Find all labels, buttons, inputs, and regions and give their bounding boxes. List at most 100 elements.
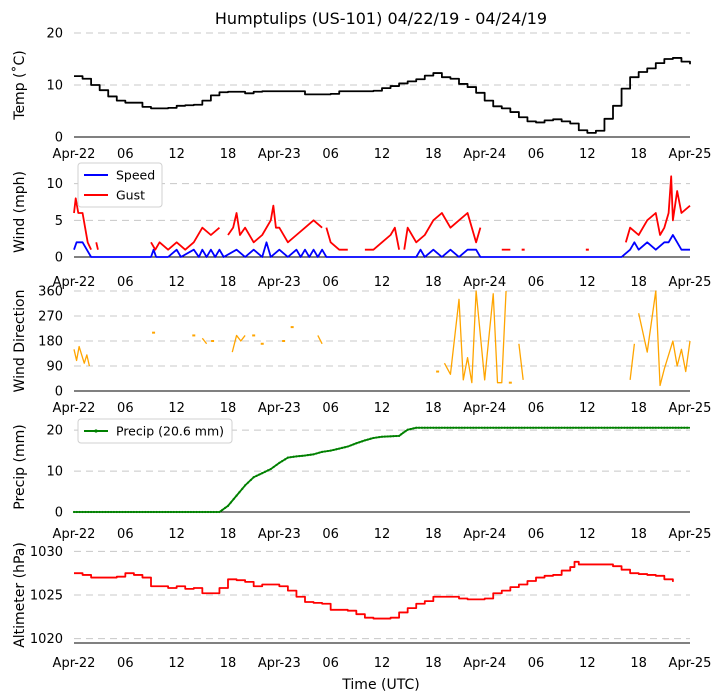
precip-marker: [460, 426, 463, 429]
precip-marker: [566, 426, 569, 429]
x-tick-label: 12: [579, 401, 596, 416]
precip-marker: [244, 484, 247, 487]
y-tick-label: 10: [46, 79, 63, 94]
precip-marker: [246, 481, 250, 484]
precip-marker: [569, 426, 572, 429]
precip-marker: [172, 510, 175, 514]
series-temp-line: [74, 57, 691, 134]
y-tick-label: 10: [46, 465, 63, 480]
x-tick-label: Apr-25: [669, 275, 712, 290]
precip-marker: [155, 510, 158, 514]
precip-marker: [75, 510, 78, 514]
legend-label: Gust: [116, 188, 145, 203]
precip-marker: [400, 433, 403, 436]
precip-marker: [674, 426, 677, 429]
precip-marker: [532, 426, 535, 429]
precip-marker: [409, 427, 412, 431]
precip-marker: [406, 428, 409, 431]
precip-marker: [309, 453, 312, 456]
precip-marker: [221, 508, 224, 512]
series-wind-direction-line: [231, 334, 246, 353]
legend: Speed Gust: [77, 162, 163, 208]
precip-marker: [175, 510, 178, 514]
precip-marker: [666, 426, 669, 429]
precip-marker: [646, 426, 649, 429]
panel-temperature: 0 10 20 Apr-22 06 12 18 Apr-23 06 12 18 Apr-24 06 12 1…: [11, 27, 711, 163]
x-tick-label: 06: [322, 275, 339, 290]
precip-marker: [586, 426, 589, 429]
y-axis-title: Wind (mph): [12, 171, 28, 253]
precip-marker: [340, 446, 344, 450]
precip-marker: [671, 426, 674, 429]
x-tick-label: 06: [322, 527, 339, 542]
precip-marker: [201, 510, 204, 514]
precip-marker: [420, 426, 424, 429]
precip-marker: [594, 426, 597, 429]
precip-marker: [475, 426, 478, 429]
precip-marker: [301, 454, 304, 457]
x-tick-label: 06: [117, 401, 134, 416]
precip-marker: [651, 426, 655, 429]
precip-marker: [557, 426, 560, 429]
precip-marker: [272, 465, 275, 469]
legend: Precip (20.6 mm): [77, 418, 233, 444]
precip-marker: [329, 449, 332, 452]
precip-marker: [112, 510, 116, 514]
precip-marker: [292, 455, 295, 458]
precip-marker: [195, 510, 198, 514]
precip-marker: [135, 510, 138, 514]
precip-marker: [129, 510, 133, 514]
x-tick-label: 12: [374, 656, 391, 671]
x-tick-label: 06: [528, 147, 545, 162]
precip-marker: [389, 435, 392, 438]
precip-marker: [289, 456, 292, 459]
x-tick-label: Apr-24: [463, 401, 506, 416]
precip-marker: [343, 446, 347, 449]
precip-marker: [514, 426, 518, 429]
precip-marker: [275, 463, 278, 467]
precip-marker: [78, 510, 81, 514]
precip-marker: [346, 445, 349, 448]
precip-marker: [623, 426, 626, 429]
precip-marker: [360, 440, 364, 443]
precip-marker: [209, 510, 212, 514]
x-tick-label: 12: [168, 527, 185, 542]
x-tick-label: Apr-23: [258, 527, 301, 542]
panel-wind_direction: 0 90 180 270 360 Apr-22 06 12 18 Apr-23 06 12 18 Apr-…: [12, 285, 711, 417]
precip-marker: [255, 474, 258, 477]
y-tick-label: 0: [55, 506, 63, 521]
precip-marker: [449, 426, 452, 429]
precip-marker: [472, 426, 475, 429]
precip-marker: [269, 467, 272, 471]
precip-marker: [517, 426, 520, 429]
precip-marker: [352, 443, 355, 446]
x-tick-label: 12: [168, 401, 185, 416]
precip-marker: [152, 510, 155, 514]
precip-marker: [526, 426, 529, 429]
precip-marker: [158, 510, 161, 514]
x-tick-label: Apr-24: [463, 527, 506, 542]
precip-marker: [506, 426, 509, 429]
x-tick-label: Apr-25: [669, 401, 712, 416]
precip-marker: [637, 426, 640, 429]
y-axis-title: Temp (˚C): [11, 50, 28, 120]
x-tick-label: 06: [117, 527, 134, 542]
y-tick-label: 270: [38, 310, 63, 325]
x-tick-label: 18: [425, 275, 442, 290]
x-tick-label: Apr-23: [258, 401, 301, 416]
precip-marker: [306, 454, 309, 457]
precip-marker: [603, 426, 606, 429]
precip-marker: [81, 510, 84, 514]
precip-marker: [249, 478, 252, 482]
precip-marker: [266, 469, 270, 472]
precip-marker: [560, 426, 563, 429]
series-gust-line: [364, 226, 400, 251]
precip-marker: [235, 494, 238, 497]
precip-marker: [469, 426, 472, 429]
series-wind-direction-line: [629, 343, 636, 380]
series-wind-direction-line: [443, 290, 507, 384]
precip-marker: [549, 426, 552, 429]
precip-marker: [492, 426, 495, 429]
precip-marker: [161, 510, 164, 514]
precip-marker: [577, 426, 580, 429]
